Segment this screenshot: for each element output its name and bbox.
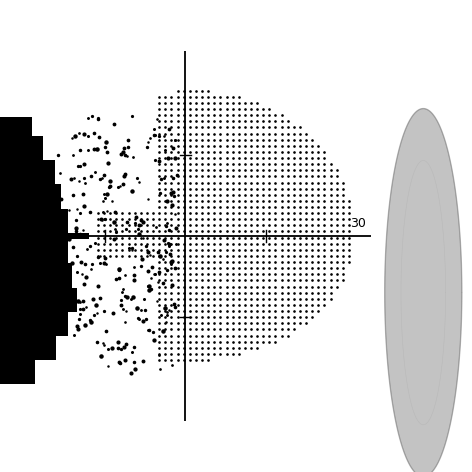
Bar xyxy=(0,336,56,360)
Bar xyxy=(0,117,32,136)
Bar xyxy=(0,185,61,209)
Bar xyxy=(0,136,43,160)
Bar xyxy=(0,160,55,185)
Bar xyxy=(0,239,67,263)
Text: 30: 30 xyxy=(350,217,366,229)
Text: B: B xyxy=(389,19,404,38)
Bar xyxy=(0,209,67,233)
Polygon shape xyxy=(385,109,462,472)
Bar xyxy=(0,233,89,239)
Bar xyxy=(0,358,35,384)
Bar xyxy=(0,312,67,336)
Bar xyxy=(0,263,73,287)
Bar xyxy=(0,287,77,312)
